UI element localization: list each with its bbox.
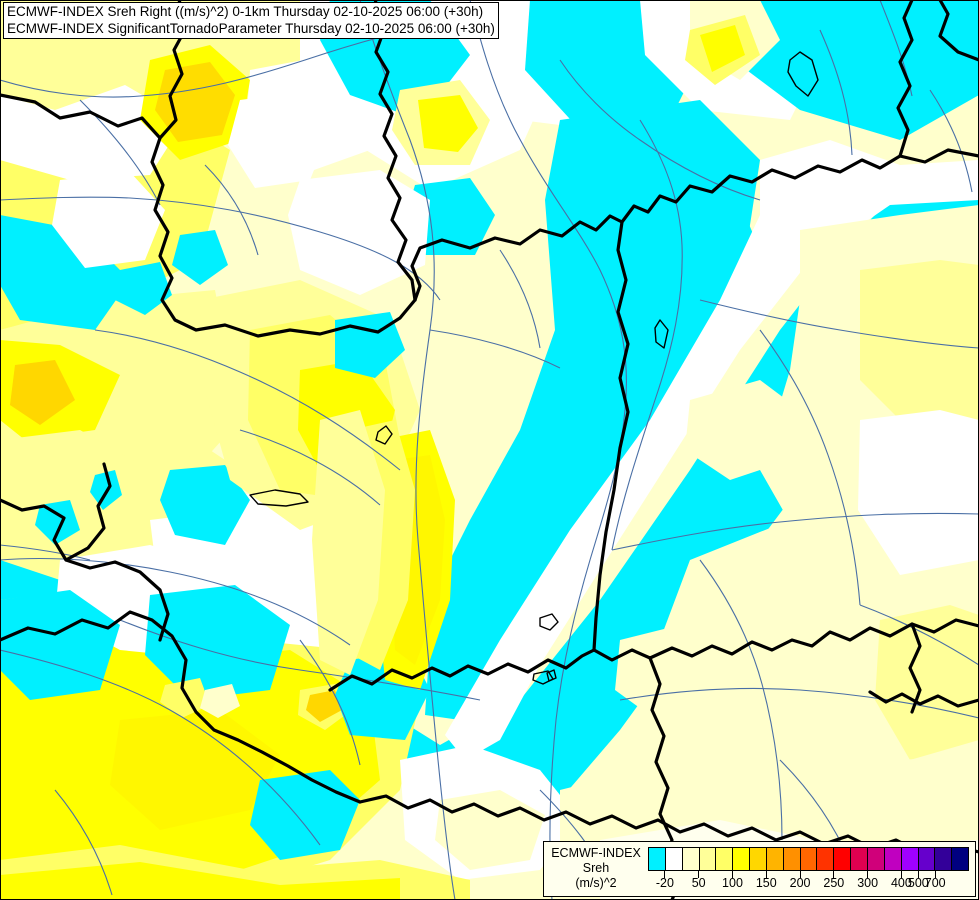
colorbar-tick-100 [731, 871, 733, 878]
legend-caption-units: (m/s)^2 [575, 876, 617, 890]
legend-caption: ECMWF-INDEX Sreh (m/s)^2 [548, 846, 644, 891]
colorbar-swatch-16 [918, 848, 936, 870]
colorbar-swatch-7 [766, 848, 784, 870]
colorbar-tick-500 [917, 871, 919, 878]
legend-caption-variable: Sreh [582, 861, 610, 875]
colorbar-swatch-10 [817, 848, 835, 870]
colorbar-tick-300 [867, 871, 869, 878]
legend-panel: ECMWF-INDEX Sreh (m/s)^2 -20 50 100 150 200 2… [543, 841, 976, 897]
colorbar-swatch-11 [834, 848, 852, 870]
colorbar-tick-label-150: 150 [755, 876, 777, 890]
colorbar-wrap: -20 50 100 150 200 250 300 400 500 700 [648, 847, 969, 890]
colorbar-swatch-18 [952, 848, 969, 870]
colorbar-swatch-17 [935, 848, 953, 870]
colorbar-swatch-6 [750, 848, 767, 870]
colorbar-tick-labels: -20 50 100 150 200 250 300 400 500 700 [648, 876, 969, 894]
colorbar-tick-marks [648, 871, 969, 878]
colorbar-tick-700 [934, 871, 936, 878]
title-panel: ECMWF-INDEX Sreh Right ((m/s)^2) 0-1km T… [3, 2, 499, 39]
colorbar-tick-label-100: 100 [722, 876, 743, 890]
colorbar-tick-label-700: 700 [924, 876, 946, 890]
colorbar[interactable] [648, 847, 969, 871]
colorbar-tick-label-400: 400 [890, 876, 912, 890]
colorbar-tick-label-50: 50 [691, 876, 706, 890]
colorbar-swatch-8 [783, 848, 801, 870]
colorbar-tick-label-500: 500 [907, 876, 929, 890]
colorbar-tick-250 [833, 871, 835, 878]
legend-caption-product: ECMWF-INDEX [551, 846, 641, 860]
colorbar-tick-label-250: 250 [823, 876, 845, 890]
colorbar-swatch-1 [665, 848, 683, 870]
colorbar-tick-50 [698, 871, 700, 878]
colorbar-swatch-13 [867, 848, 885, 870]
colorbar-swatch-5 [733, 848, 751, 870]
colorbar-tick-200 [799, 871, 801, 878]
colorbar-swatch-3 [699, 848, 717, 870]
colorbar-tick--20 [664, 871, 666, 878]
colorbar-tick-150 [765, 871, 767, 878]
colorbar-swatch-0 [649, 848, 666, 870]
title-line-sreh: ECMWF-INDEX Sreh Right ((m/s)^2) 0-1km T… [7, 4, 484, 19]
colorbar-swatch-4 [716, 848, 734, 870]
colorbar-tick-label--20: -20 [655, 876, 674, 890]
colorbar-tick-label-200: 200 [789, 876, 811, 890]
title-line-stp: ECMWF-INDEX SignificantTornadoParameter … [7, 21, 495, 36]
colorbar-swatch-14 [884, 848, 902, 870]
colorbar-swatch-15 [901, 848, 919, 870]
colorbar-swatch-2 [682, 848, 700, 870]
colorbar-swatch-9 [800, 848, 818, 870]
colorbar-tick-400 [900, 871, 902, 878]
colorbar-swatch-12 [851, 848, 868, 870]
colorbar-tick-label-300: 300 [857, 876, 879, 890]
